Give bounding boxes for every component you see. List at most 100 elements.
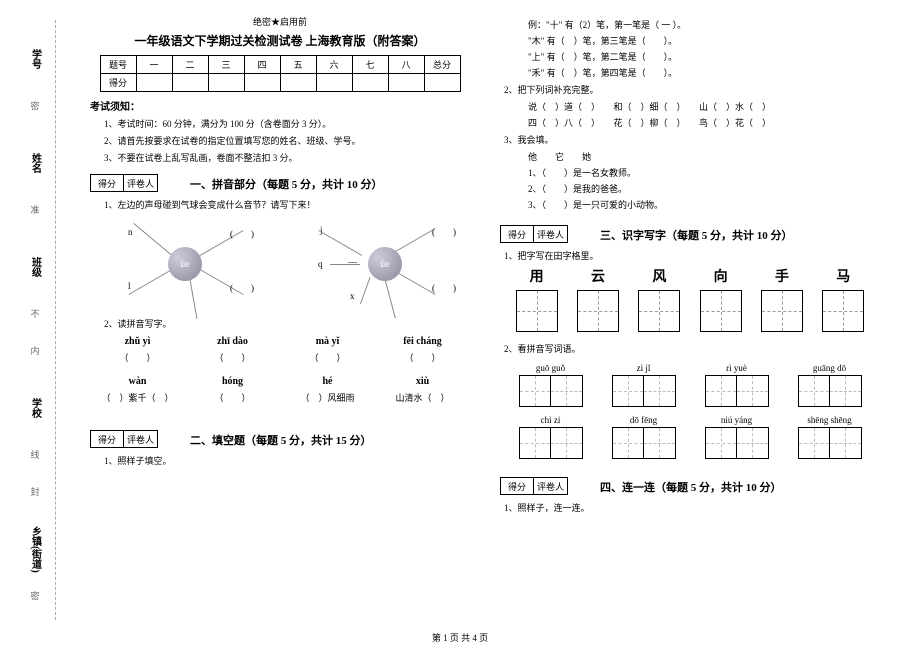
th: 五 [280,56,316,74]
th: 六 [316,56,352,74]
tianzi-box [638,290,680,332]
tianzi-s [519,427,551,459]
ray-line [385,279,396,318]
tianzi-box [700,290,742,332]
he-item: 1、（ ）是一名女教师。 [528,166,880,179]
pinyin: hé [288,376,368,387]
td: 得分 [100,74,136,92]
q2-prompt2: 2、把下列词补充完整。 [504,83,880,96]
exam-title: 一年级语文下学期过关检测试卷 上海教育版（附答案） [90,32,470,49]
example: 例："十" 有（2）笔，第一笔是（ 一 ）。 [528,18,880,31]
score-cell: 得分 [90,430,124,448]
paren: （ ） [288,351,368,364]
pinyin-label: chì zi [511,415,591,425]
paren-label: ( ) [230,281,254,294]
tianzi-box [577,290,619,332]
score-cell: 得分 [500,225,534,243]
tianzi-s [551,427,583,459]
th: 二 [172,56,208,74]
pinyin-label: shēng shēng [790,415,870,425]
tianzi-pair [519,427,583,459]
bubble-1-wrap: n l üe ( ) ( ) [110,219,260,309]
td [352,74,388,92]
tianzi-s [519,375,551,407]
th: 题号 [100,56,136,74]
fold-line [55,20,56,620]
seal-xian: 线 [29,450,42,470]
tianzi-s [737,427,769,459]
tianzi-s [737,375,769,407]
right-column: 例："十" 有（2）笔，第一笔是（ 一 ）。 "木" 有（ ）笔，第三笔是（ ）… [490,15,890,625]
section-3-title: 三、识字写字（每题 5 分，共计 10 分） [600,227,880,243]
tianzi-s [830,427,862,459]
paren: 山清水（ ） [383,391,463,404]
th: 三 [208,56,244,74]
td [208,74,244,92]
bubble-diagram: n l üe ( ) ( ) j q x [90,219,470,309]
fill-line: 四（ ）八（ ） 花（ ）柳（ ） 鸟（ ）花（ ） [528,116,880,129]
label-xuehao: 学号 [28,34,43,84]
pinyin: mà yǐ [288,336,368,347]
table-row: 得分 [100,74,460,92]
label-xiangzhen: 乡镇(街道) [28,524,43,574]
char: 马 [818,266,868,286]
tianzi-s [551,375,583,407]
pinyin-label: dō fēng [604,415,684,425]
note-item: 1、考试时间：60 分钟，满分为 100 分（含卷面分 3 分）。 [104,117,470,130]
tianzi-s [830,375,862,407]
tianzi-pair [612,375,676,407]
section-1-title: 一、拼音部分（每题 5 分，共计 10 分） [190,176,470,192]
grader-cell: 评卷人 [124,174,158,192]
tianzi-s [644,375,676,407]
fill-line: "木" 有（ ）笔，第三笔是（ ）。 [528,34,880,47]
pinyin: zhī dào [193,336,273,347]
bubble-1: üe [168,247,202,281]
td [136,74,172,92]
ray-label-n: n [128,227,133,237]
paren-label: ( ) [230,227,254,240]
tianzi-pair-row [500,375,880,407]
ray-line [318,230,362,256]
ray-label-q: q [318,259,323,269]
he-item: 2、（ ）是我的爸爸。 [528,182,880,195]
td [316,74,352,92]
secret-label: 绝密★启用前 [90,15,470,28]
th: 八 [388,56,424,74]
ray-line [392,228,436,254]
tianzi-s [612,375,644,407]
q3-prompt2: 2、看拼音写词语。 [504,342,880,355]
tianzi-pair [798,427,862,459]
q2-prompt1: 1、照样子填空。 [104,454,470,467]
pinyin-label: guāng dō [790,363,870,373]
pinyin: fēi cháng [383,336,463,347]
tianzi-pair [705,375,769,407]
section-2-title: 二、填空题（每题 5 分，共计 15 分） [190,432,470,448]
pinyin-row-1: zhǔ yì zhī dào mà yǐ fēi cháng [90,336,470,347]
score-table: 题号 一 二 三 四 五 六 七 八 总分 得分 [100,55,461,92]
tianzi-s [798,375,830,407]
grader-cell: 评卷人 [534,477,568,495]
tianzi-s [644,427,676,459]
tianzi-pair [519,375,583,407]
td [280,74,316,92]
pinyin-label: rì yuè [697,363,777,373]
pinyin-label: niú yáng [697,415,777,425]
pinyin: hóng [193,376,273,387]
pinyin-label-row-1: guō guǒ zì jǐ rì yuè guāng dō [500,363,880,373]
ray-line [128,269,172,295]
paren: （ ） [383,351,463,364]
tianzi-s [798,427,830,459]
char: 风 [634,266,684,286]
grader-cell: 评卷人 [124,430,158,448]
main-content: 绝密★启用前 一年级语文下学期过关检测试卷 上海教育版（附答案） 题号 一 二 … [80,15,900,625]
note-item: 3、不要在试卷上乱写乱画，卷面不整洁扣 3 分。 [104,151,470,164]
tianzi-pair [705,427,769,459]
tianzi-s [612,427,644,459]
td [172,74,208,92]
tianzi-s [705,427,737,459]
tianzi-box [516,290,558,332]
paren: （ ） [193,351,273,364]
dash-label: — [348,257,357,267]
q1-prompt: 1、左边的声母碰到气球会变成什么音节？请写下来！ [104,198,470,211]
ray-label-l: l [128,281,131,291]
